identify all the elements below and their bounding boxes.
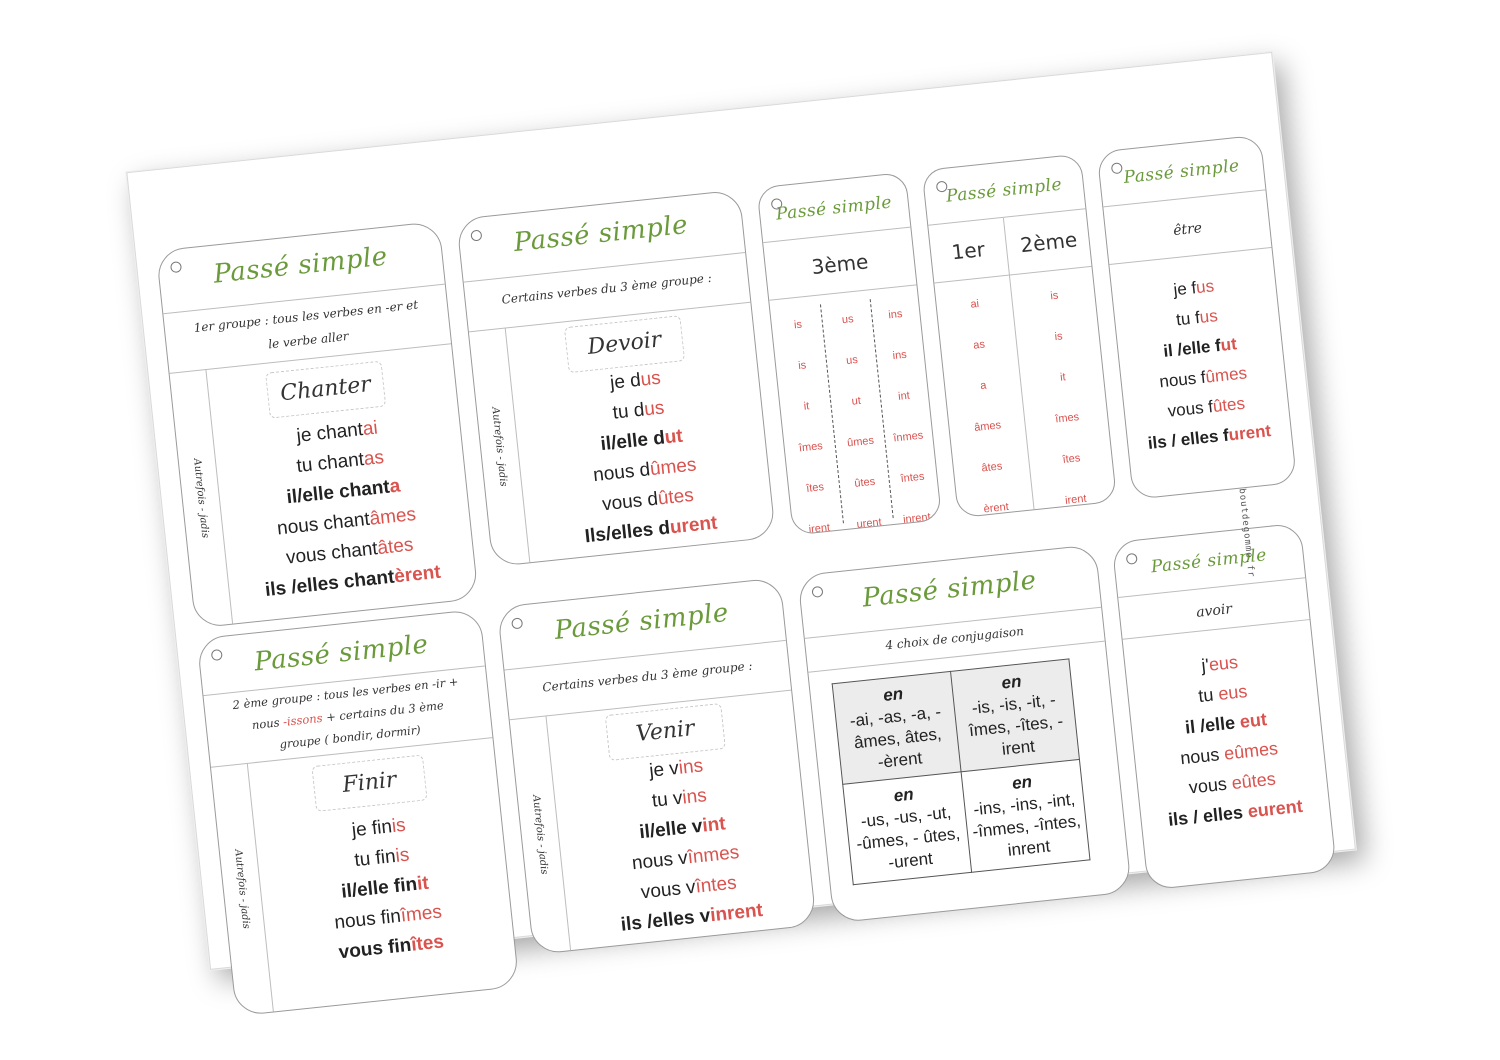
card-avoir: Passé simple avoir j'eus tu eus il /elle… [1111, 522, 1337, 891]
divider [928, 208, 1086, 226]
divider [763, 226, 911, 244]
card-venir: Passé simple Certains verbes du 3 ème gr… [496, 577, 817, 956]
conjugation-list: je fus tu fus il /elle fut nous fûmes vo… [1115, 265, 1288, 460]
sidebar-label: Autrefois - jadis [191, 457, 211, 539]
sidebar-label: Autrefois - jadis [530, 794, 550, 876]
conjugation-list: j'eus tu eus il /elle eut nous eûmes vou… [1129, 639, 1327, 837]
sidebar-label: Autrefois - jadis [232, 848, 252, 930]
card-first-second-group: Passé simple 1er 2ème ai as a âmes âtes èrent… [921, 153, 1118, 519]
conjugation-list: je vins tu vins il/elle vint nous vînmes… [559, 742, 810, 945]
group-heading: 2ème [1019, 227, 1079, 258]
card-third-group: Passé simple 3ème is is it îmes îtes irent us… [756, 171, 943, 536]
conjugation-list: je finis tu finis il/elle finit nous fin… [261, 801, 508, 975]
divider [1103, 189, 1266, 208]
table-cell: en -ins, -ins, -int, -înmes, -întes, inre… [961, 759, 1090, 873]
card-title: Passé simple [512, 209, 690, 259]
verb-box: Finir [311, 754, 428, 812]
card-title: Passé simple [945, 174, 1063, 207]
card-sidebar: Autrefois - jadis [169, 369, 234, 628]
endings-column: is is it îmes îtes irent [1049, 289, 1088, 507]
worksheet: Passé simple 1er groupe : tous les verbe… [126, 51, 1356, 1017]
card-title: Passé simple [1122, 155, 1241, 189]
card-chanter: Passé simple 1er groupe : tous les verbe… [155, 220, 479, 629]
card-subtitle: 1er groupe : tous les verbes en -er et l… [174, 291, 441, 366]
group-heading: 3ème [810, 249, 870, 280]
group-heading: 1er [950, 237, 986, 265]
card-sidebar: Autrefois - jadis [210, 762, 274, 1016]
card-finir: Passé simple 2 ème groupe : tous les ver… [196, 608, 520, 1017]
card-etre: Passé simple être je fus tu fus il /elle… [1096, 134, 1298, 500]
card-title: Passé simple [775, 192, 893, 225]
divider [1109, 247, 1272, 266]
table-cell: en -ai, -as, -a, - âmes, âtes, -èrent [832, 671, 962, 785]
card-title: Passé simple [212, 241, 390, 290]
card-sidebar: Autrefois - jadis [509, 715, 572, 954]
table-cell: en -is, -is, -it, - îmes, -îtes, - irent [950, 658, 1080, 772]
card-sidebar: Autrefois - jadis [468, 327, 531, 567]
sidebar-label: Autrefois - jadis [489, 406, 509, 488]
conjugation-list: je chantai tu chantas il/elle chanta nou… [220, 406, 471, 609]
verb-label: avoir [1195, 601, 1233, 621]
conjugation-list: je dus tu dus il/elle dut nous dûmes vou… [518, 354, 769, 557]
card-choix: Passé simple 4 choix de conjugaison en -a… [797, 544, 1133, 924]
verb-label: être [1172, 220, 1203, 240]
verb-box: Chanter [265, 360, 387, 419]
card-subtitle: 2 ème groupe : tous les verbes en -ir + … [214, 669, 482, 762]
table-cell: en -us, -us, -ut, -ûmes, - ûtes, -urent [842, 771, 972, 885]
card-title: Passé simple [553, 597, 731, 646]
endings-table: en -ai, -as, -a, - âmes, âtes, -èrent en -… [832, 658, 1091, 885]
card-title: Passé simple [1149, 545, 1268, 578]
card-devoir: Passé simple Certains verbes du 3 ème gr… [456, 189, 777, 568]
